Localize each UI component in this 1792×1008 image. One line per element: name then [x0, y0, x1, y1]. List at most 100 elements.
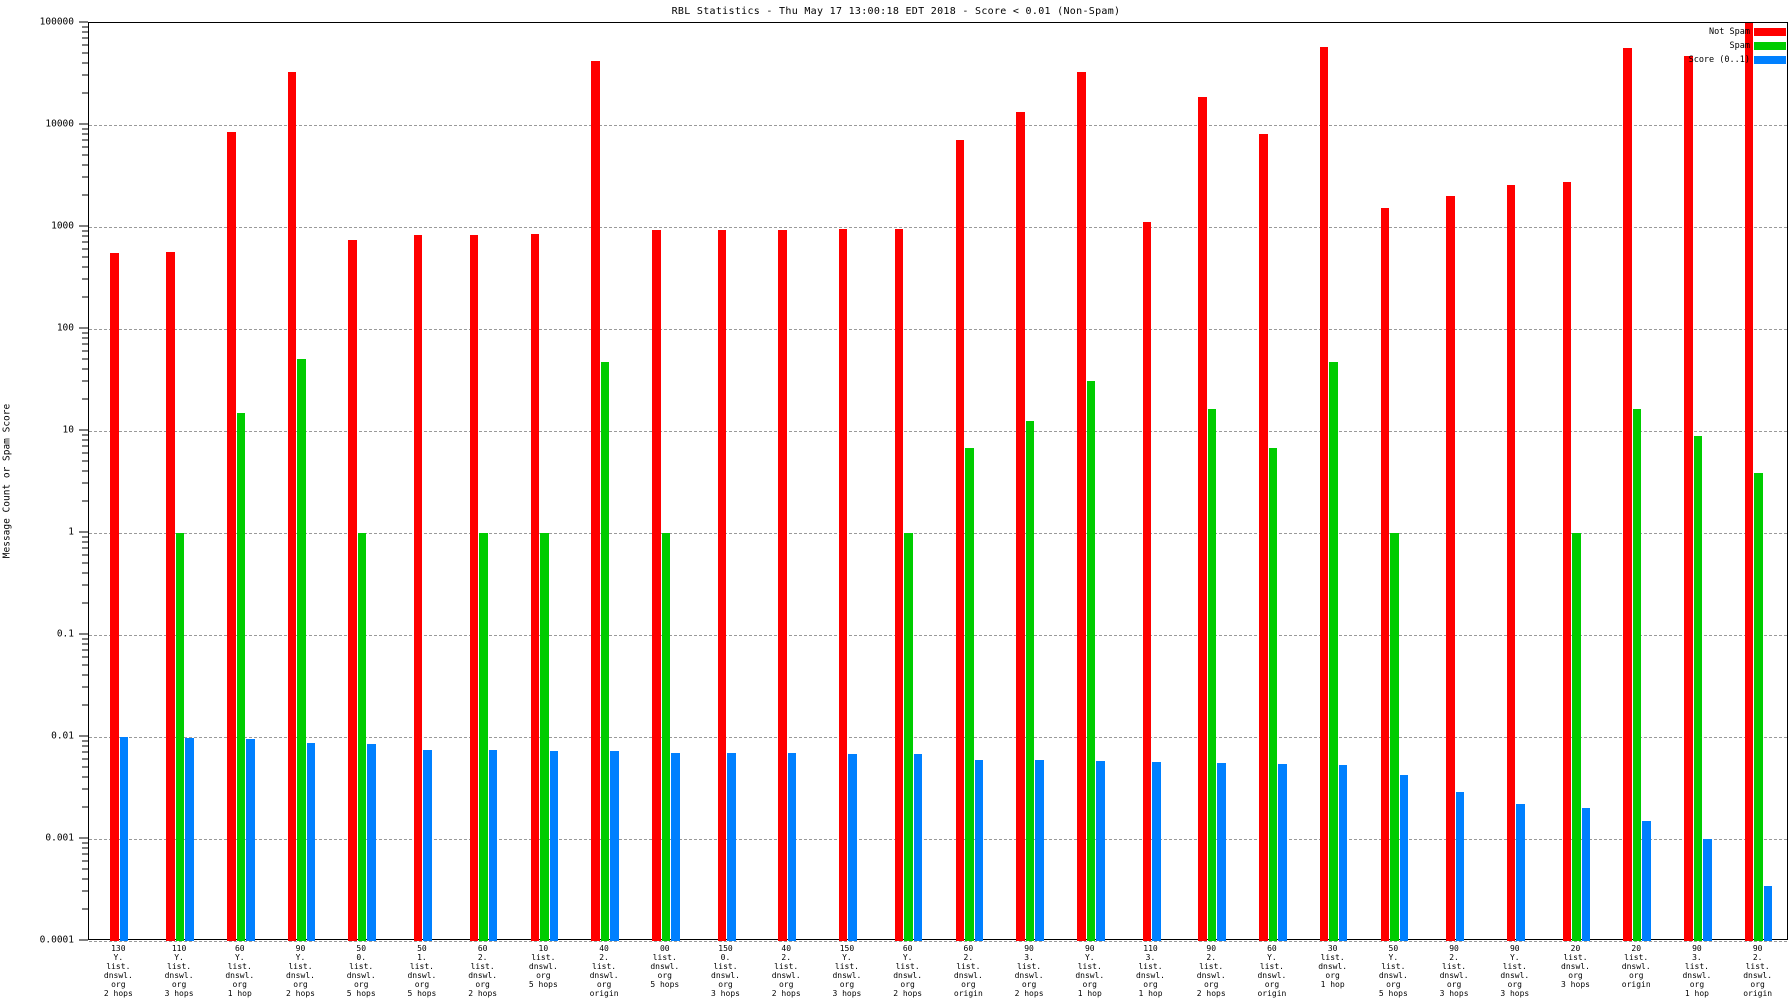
gridline-horizontal [89, 125, 1787, 126]
x-axis-tick-label: 90 3. list. dnswl. org 1 hop [1682, 944, 1711, 999]
y-axis-minor-tick [82, 128, 88, 130]
y-axis-tick [79, 939, 88, 941]
y-axis-minor-tick [82, 398, 88, 400]
bar-not-spam [166, 251, 175, 941]
y-axis-tick [79, 327, 88, 329]
x-axis-label-line: 1 hop [1684, 989, 1709, 999]
y-axis-minor-tick [82, 296, 88, 298]
x-axis-label-line: org [657, 971, 672, 981]
x-axis-label-line: org [111, 980, 126, 990]
x-axis-label-line: 50 [1388, 944, 1399, 953]
x-axis-label-line: org [1446, 980, 1462, 990]
y-axis-minor-tick [82, 842, 88, 844]
x-axis-label-line: 60 [963, 944, 974, 953]
x-axis-label-line: 1 hop [1138, 989, 1163, 999]
y-axis-minor-tick [82, 686, 88, 688]
x-axis-label-line: Y. [295, 953, 306, 963]
y-axis-minor-tick [82, 776, 88, 778]
x-axis-label-line: 30 [1327, 944, 1338, 953]
y-axis-minor-tick [82, 358, 88, 360]
y-axis-tick [79, 531, 88, 533]
x-axis-label-line: 50 [417, 944, 427, 953]
x-axis-label-line: org [596, 980, 612, 990]
y-axis-minor-tick [82, 602, 88, 604]
gridline-horizontal [89, 839, 1787, 840]
gridline-horizontal [89, 329, 1787, 330]
x-axis-label-line: 60 [477, 944, 488, 953]
x-axis-tick-label: 50 0. list. dnswl. org 5 hops [347, 944, 376, 999]
x-axis-label-line: org [171, 980, 187, 990]
y-axis-tick-label: 100000 [39, 16, 74, 28]
x-axis-label-line: 110 [171, 944, 187, 953]
y-axis-minor-tick [82, 266, 88, 268]
y-axis-minor-tick [82, 350, 88, 352]
x-axis-tick-label: 60 2. list. dnswl. org 2 hops [468, 944, 497, 999]
y-axis-minor-tick [82, 241, 88, 243]
bar-not-spam [1684, 56, 1693, 941]
x-axis-label-line: list. [1502, 962, 1527, 972]
legend-label: Not Spam [1709, 27, 1750, 37]
y-axis-minor-tick [82, 248, 88, 250]
x-axis-tick-label: 50 Y. list. dnswl. org 5 hops [1379, 944, 1408, 999]
bar-score [306, 742, 316, 941]
x-axis-label-line: 60 [902, 944, 913, 953]
bar-spam [965, 448, 974, 941]
x-axis-label-line: list. [1017, 962, 1042, 972]
y-axis-minor-tick [82, 847, 88, 849]
bar-spam [1754, 472, 1763, 941]
x-axis-label-line: org [1689, 980, 1705, 990]
x-axis-label-line: 3. [1145, 953, 1156, 963]
bar-spam [1693, 435, 1703, 941]
x-axis-label-line: 40 [781, 944, 792, 953]
x-axis-label-line: list. [1381, 962, 1406, 972]
x-axis-label-line: 3. [1692, 953, 1702, 963]
x-axis-tick-label: 90 2. list. dnswl. org 2 hops [1197, 944, 1226, 999]
x-axis-label-line: 20 [1570, 944, 1581, 953]
y-axis-minor-tick [82, 740, 88, 742]
y-axis-tick [79, 21, 88, 23]
bar-score [913, 754, 923, 941]
y-axis-tick-label: 0.001 [45, 832, 74, 844]
x-axis-label-line: 3 hops [1439, 989, 1469, 999]
gridlines [89, 23, 1787, 942]
bar-not-spam [717, 229, 726, 941]
x-axis-label-line: 2. [599, 953, 609, 963]
bar-score [1152, 761, 1161, 941]
x-axis-label-line: dnswl. [832, 971, 862, 981]
y-axis-minor-tick [82, 751, 88, 753]
y-axis-minor-tick [82, 256, 88, 258]
y-axis-minor-tick [82, 500, 88, 502]
x-axis-label-line: list. [713, 962, 738, 972]
plot-area [88, 22, 1788, 942]
x-axis-tick-label: 60 2. list. dnswl. org origin [954, 944, 983, 999]
y-axis-minor-tick [82, 704, 88, 706]
x-axis-label-line: org [1203, 980, 1219, 990]
y-axis-minor-tick [82, 139, 88, 141]
legend-label: Score (0..1) [1688, 55, 1750, 65]
bar-not-spam [1319, 47, 1329, 941]
y-axis-minor-tick [82, 908, 88, 910]
x-axis-label-line: dnswl. [468, 971, 498, 981]
bar-not-spam [530, 234, 540, 941]
x-axis-label-line: 90 [1752, 944, 1763, 953]
x-axis-label-line: org [293, 980, 308, 990]
bar-spam [1268, 448, 1278, 941]
x-axis-label-line: org [475, 980, 490, 990]
x-axis-label-line: 60 [234, 944, 245, 953]
bar-not-spam [778, 230, 787, 941]
x-axis-label-line: list. [349, 962, 374, 972]
x-axis-tick-label: 20 list. dnswl. org origin [1622, 944, 1651, 989]
x-axis-label-line: dnswl. [1621, 962, 1651, 972]
x-axis-label-line: 10 [538, 944, 549, 953]
bar-score [1642, 821, 1651, 941]
y-axis-minor-tick [82, 788, 88, 790]
x-axis-label-line: 20 [1631, 944, 1642, 953]
y-axis-tick-label: 0.01 [51, 730, 74, 742]
y-axis-minor-tick [82, 562, 88, 564]
y-axis-tick [79, 429, 88, 431]
x-axis-label-line: 2 hops [103, 989, 133, 999]
bar-spam [1025, 421, 1035, 941]
x-axis-tick-label: 110 Y. list. dnswl. org 3 hops [165, 944, 194, 999]
x-axis-label-line: Y. [1267, 953, 1277, 963]
bar-score [1338, 765, 1348, 941]
